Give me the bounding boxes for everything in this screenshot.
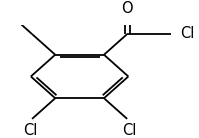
- Text: Cl: Cl: [122, 123, 136, 138]
- Text: Cl: Cl: [180, 26, 195, 41]
- Text: O: O: [121, 1, 133, 16]
- Text: Cl: Cl: [23, 123, 37, 138]
